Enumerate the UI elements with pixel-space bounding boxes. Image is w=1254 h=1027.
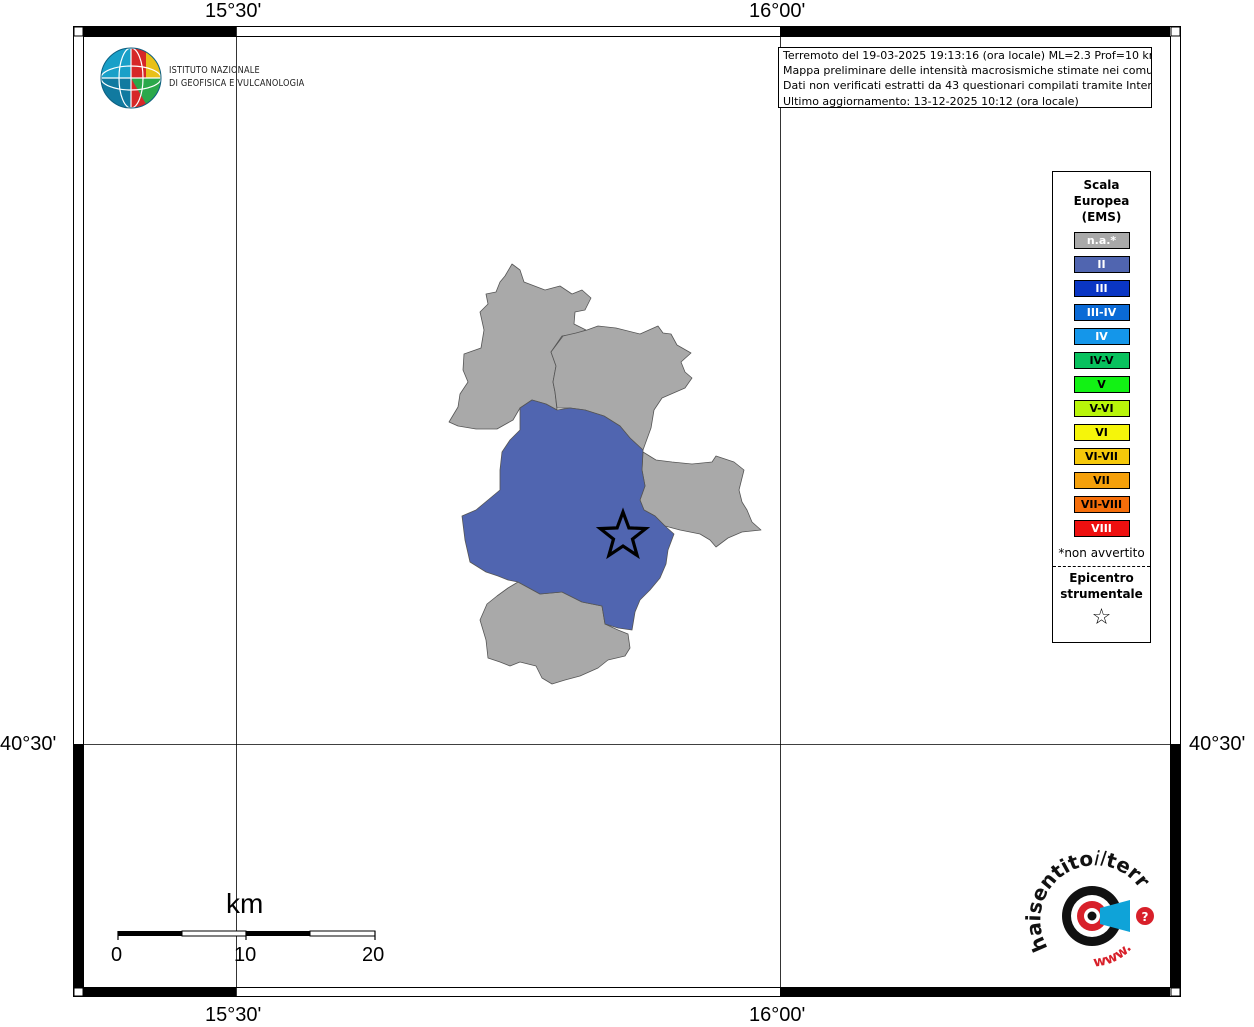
frame-corner-tr — [1170, 26, 1181, 37]
municipalities — [448, 263, 762, 685]
legend-epicenter-line-2: strumentale — [1060, 587, 1143, 601]
map-frame-outer — [73, 26, 1181, 997]
coord-top-right: 16°00' — [749, 0, 806, 22]
legend-swatch-11: VII-VIII — [1073, 496, 1130, 513]
scale-unit: km — [226, 888, 264, 919]
legend-swatch-10: VII — [1073, 472, 1130, 489]
legend-swatch-4: IV — [1073, 328, 1130, 345]
coord-top-left: 15°30' — [205, 0, 262, 22]
legend-swatch-12: VIII — [1073, 520, 1130, 537]
scale-tick-10: 10 — [234, 944, 257, 966]
legend-items: n.a.* II III III-IV IV IV-V V V-VI VI VI-VII VII VI… — [1053, 232, 1150, 537]
legend-title-line-3: (EMS) — [1081, 210, 1122, 224]
ingv-line-1: ISTITUTO NAZIONALE — [169, 65, 260, 76]
legend-swatch-0: n.a.* — [1073, 232, 1130, 249]
scale-tick-0: 0 — [111, 944, 123, 966]
ingv-logo-text: ISTITUTO NAZIONALE DI GEOFISICA E VULCAN… — [169, 64, 304, 90]
frame-top-seg-2 — [780, 27, 1170, 36]
scale-tick-20: 20 — [362, 944, 385, 966]
coord-bottom-left: 15°30' — [205, 1004, 262, 1026]
frame-left-seg-1 — [74, 744, 83, 988]
ingv-line-2: DI GEOFISICA E VULCANOLOGIA — [169, 78, 305, 89]
ems-legend: Scala Europea (EMS) n.a.* II III III-IV IV IV… — [1052, 171, 1151, 643]
legend-separator — [1053, 566, 1150, 567]
coord-left-lat: 40°30' — [0, 733, 57, 755]
frame-corner-br — [1170, 987, 1181, 997]
legend-swatch-2: III — [1073, 280, 1130, 297]
epicenter-star-icon — [595, 507, 651, 560]
municipality-north-east — [550, 325, 693, 451]
frame-right-seg-1 — [1171, 744, 1180, 988]
frame-top-seg-1 — [83, 27, 236, 36]
legend-title-line-1: Scala — [1083, 178, 1120, 192]
legend-swatch-1: II — [1073, 256, 1130, 273]
scale-bar — [117, 930, 376, 940]
legend-swatch-5: IV-V — [1073, 352, 1130, 369]
coord-right-lat: 40°30' — [1189, 733, 1246, 755]
frame-corner-bl — [73, 987, 84, 997]
legend-swatch-7: V-VI — [1073, 400, 1130, 417]
frame-corner-tl — [73, 26, 84, 37]
event-info-line-1: Terremoto del 19-03-2025 19:13:16 (ora l… — [783, 49, 1152, 62]
event-info-line-2: Mappa preliminare delle intensità macros… — [783, 64, 1152, 78]
legend-swatch-9: VI-VII — [1073, 448, 1130, 465]
legend-title-line-2: Europea — [1073, 194, 1130, 208]
svg-text:?: ? — [1142, 910, 1149, 924]
legend-swatch-3: III-IV — [1073, 304, 1130, 321]
event-info-line-4: Ultimo aggiornamento: 13-12-2025 10:12 (… — [783, 94, 1079, 108]
legend-star-icon: ☆ — [1091, 605, 1112, 630]
map-frame-inner — [83, 36, 1171, 988]
ingv-globe-icon — [100, 47, 162, 109]
municipality-epicentral — [461, 399, 675, 631]
legend-note: *non avvertito — [1058, 546, 1145, 560]
legend-title: Scala Europea (EMS) — [1053, 177, 1150, 225]
legend-swatch-6: V — [1073, 376, 1130, 393]
legend-swatch-8: VI — [1073, 424, 1130, 441]
frame-bottom-seg-1 — [83, 988, 236, 996]
legend-epicenter-label: Epicentro strumentale — [1053, 570, 1150, 602]
event-info-line-3: Dati non verificati estratti da 43 quest… — [783, 79, 1152, 93]
legend-epicenter-line-1: Epicentro — [1069, 571, 1134, 585]
frame-bottom-seg-2 — [780, 988, 1170, 996]
event-info-box: Terremoto del 19-03-2025 19:13:16 (ora l… — [778, 47, 1152, 108]
coord-bottom-right: 16°00' — [749, 1004, 806, 1026]
hsit-target-icon: ? — [1062, 886, 1154, 946]
